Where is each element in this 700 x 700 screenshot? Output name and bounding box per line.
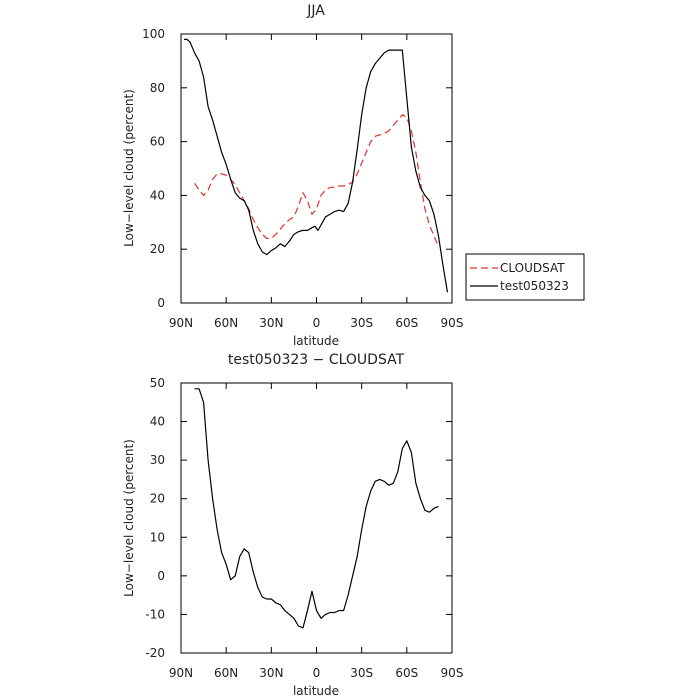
top-chart: JJA 90N 60N 30N 0 30S 60S 90S 0 20 40 60 80 100 lati…	[122, 3, 463, 348]
bottom-y-tick-label: 10	[150, 530, 165, 544]
bottom-x-tick-label: 60N	[214, 666, 238, 680]
bottom-x-axis-label: latitude	[293, 684, 339, 698]
bottom-y-tick-label: 40	[150, 415, 165, 429]
top-series-group	[184, 38, 449, 293]
bottom-x-tick-label: 0	[313, 666, 321, 680]
legend-label-cloudsat: CLOUDSAT	[500, 261, 565, 275]
top-x-tick-label: 90S	[441, 316, 464, 330]
top-x-tick-label: 60S	[395, 316, 418, 330]
top-chart-title: JJA	[306, 3, 325, 19]
bottom-x-tick-label: 90S	[441, 666, 464, 680]
top-x-tick-label: 0	[313, 316, 321, 330]
bottom-y-tick-label: 0	[157, 569, 165, 583]
bottom-x-tick-label: 30S	[350, 666, 373, 680]
top-axis-ticks: 90N 60N 30N 0 30S 60S 90S 0 20 40 60 80 100	[142, 27, 463, 330]
bottom-y-tick-label: 50	[150, 376, 165, 390]
bottom-series-group	[194, 388, 439, 629]
legend-box	[465, 253, 585, 301]
bottom-y-tick-label: 20	[150, 492, 165, 506]
top-y-tick-label: 20	[150, 242, 165, 256]
top-y-axis-label: Low−level cloud (percent)	[122, 89, 136, 247]
bottom-x-tick-label: 30N	[259, 666, 283, 680]
top-y-tick-label: 80	[150, 81, 165, 95]
bottom-axis-ticks: 90N 60N 30N 0 30S 60S 90S -20 -10 0 10 20 30 40 50	[145, 376, 463, 680]
legend: CLOUDSAT test050323	[465, 253, 585, 301]
bottom-x-tick-label: 60S	[395, 666, 418, 680]
top-x-tick-label: 30S	[350, 316, 373, 330]
top-y-tick-label: 100	[142, 27, 165, 41]
bottom-chart-title: test050323 − CLOUDSAT	[228, 352, 405, 368]
bottom-y-tick-label: 30	[150, 453, 165, 467]
bottom-x-tick-label: 90N	[169, 666, 193, 680]
top-x-tick-label: 30N	[259, 316, 283, 330]
top-y-tick-label: 40	[150, 188, 165, 202]
bottom-y-axis-label: Low−level cloud (percent)	[122, 439, 136, 597]
top-x-tick-label: 90N	[169, 316, 193, 330]
top-y-tick-label: 0	[157, 296, 165, 310]
top-plot-frame	[180, 33, 453, 304]
legend-label-test050323: test050323	[500, 279, 569, 293]
top-series-line-test050323	[184, 38, 449, 293]
bottom-chart: test050323 − CLOUDSAT 90N 60N 30N 0 30S 60S 90…	[122, 352, 463, 698]
top-y-tick-label: 60	[150, 135, 165, 149]
top-x-axis-label: latitude	[293, 334, 339, 348]
bottom-y-tick-label: -20	[145, 646, 165, 660]
bottom-series-line-difference	[194, 388, 439, 629]
bottom-y-tick-label: -10	[145, 607, 165, 621]
top-x-tick-label: 60N	[214, 316, 238, 330]
bottom-plot-frame	[180, 382, 453, 654]
